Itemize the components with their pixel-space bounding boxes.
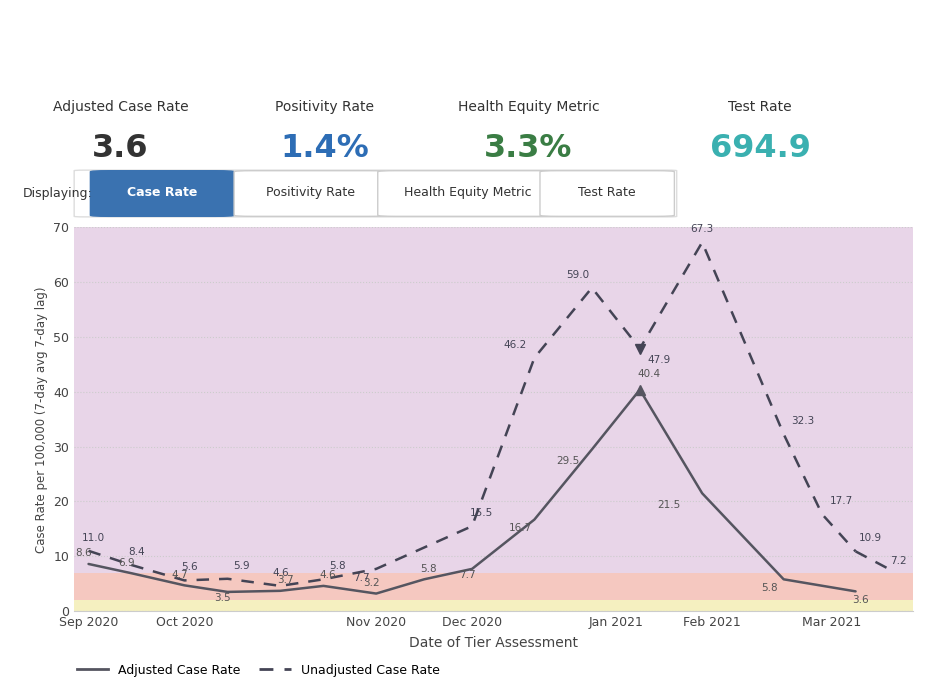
Text: 7.7: 7.7 <box>353 572 370 583</box>
Text: 32.3: 32.3 <box>792 416 815 426</box>
Text: 47.9: 47.9 <box>647 355 670 365</box>
Text: Test Rate: Test Rate <box>578 186 636 199</box>
Text: Case Rate: Case Rate <box>127 186 197 199</box>
Text: 5.9: 5.9 <box>234 561 250 570</box>
Text: 3.5: 3.5 <box>214 593 231 603</box>
FancyBboxPatch shape <box>234 170 387 217</box>
Text: 21.5: 21.5 <box>657 500 680 510</box>
Text: Health Equity Metric: Health Equity Metric <box>458 100 599 114</box>
Text: 4.7: 4.7 <box>171 570 188 580</box>
Text: Test Rate: Test Rate <box>729 100 792 114</box>
Text: 5.6: 5.6 <box>181 562 197 572</box>
Bar <box>74 573 913 600</box>
Text: 3.7: 3.7 <box>277 575 294 585</box>
Text: 3.6: 3.6 <box>852 595 869 605</box>
Text: 3.3%: 3.3% <box>484 132 573 164</box>
Bar <box>74 600 913 611</box>
Text: 3.6: 3.6 <box>93 132 148 164</box>
Text: 3.2: 3.2 <box>363 578 380 588</box>
Text: 6.9: 6.9 <box>119 558 135 568</box>
Text: 15.5: 15.5 <box>470 508 493 518</box>
Text: 694.9: 694.9 <box>710 132 810 164</box>
Text: 8.4: 8.4 <box>128 547 145 557</box>
Text: Last updated on March 17, 2021: Last updated on March 17, 2021 <box>355 64 572 77</box>
Text: 46.2: 46.2 <box>503 340 527 350</box>
Text: Adjusted Case Rate: Adjusted Case Rate <box>53 100 188 114</box>
Text: 4.6: 4.6 <box>272 568 288 578</box>
Text: 16.7: 16.7 <box>508 524 531 533</box>
Text: Health Equity Metric: Health Equity Metric <box>404 186 532 199</box>
Text: 5.8: 5.8 <box>329 561 346 571</box>
Y-axis label: Case Rate per 100,000 (7-day avg 7-day lag): Case Rate per 100,000 (7-day avg 7-day l… <box>34 286 48 553</box>
Text: Santa Clara County COVID-19 Blueprint Dashboard: Santa Clara County COVID-19 Blueprint Da… <box>126 18 801 42</box>
FancyBboxPatch shape <box>90 170 234 217</box>
Text: 11.0: 11.0 <box>82 532 105 543</box>
FancyBboxPatch shape <box>540 170 675 217</box>
Text: Positivity Rate: Positivity Rate <box>275 100 374 114</box>
Text: Positivity Rate: Positivity Rate <box>266 186 355 199</box>
Bar <box>74 227 913 573</box>
Text: 5.8: 5.8 <box>761 583 778 593</box>
Text: 4.6: 4.6 <box>320 570 337 581</box>
Text: 59.0: 59.0 <box>566 270 589 280</box>
Text: 5.8: 5.8 <box>421 564 438 574</box>
Text: 7.7: 7.7 <box>459 570 476 580</box>
Text: 10.9: 10.9 <box>858 533 882 543</box>
FancyBboxPatch shape <box>378 170 558 217</box>
Legend: Adjusted Case Rate, Unadjusted Case Rate: Adjusted Case Rate, Unadjusted Case Rate <box>72 659 445 679</box>
Text: Displaying:: Displaying: <box>23 187 93 200</box>
FancyBboxPatch shape <box>74 170 677 217</box>
Text: 29.5: 29.5 <box>556 456 579 466</box>
Text: 7.2: 7.2 <box>891 556 907 566</box>
Text: 8.6: 8.6 <box>75 549 92 559</box>
Text: 1.4%: 1.4% <box>280 132 369 164</box>
X-axis label: Date of Tier Assessment: Date of Tier Assessment <box>409 636 578 650</box>
Text: 40.4: 40.4 <box>638 369 661 379</box>
Text: 17.7: 17.7 <box>830 496 853 506</box>
Text: 67.3: 67.3 <box>691 224 714 234</box>
